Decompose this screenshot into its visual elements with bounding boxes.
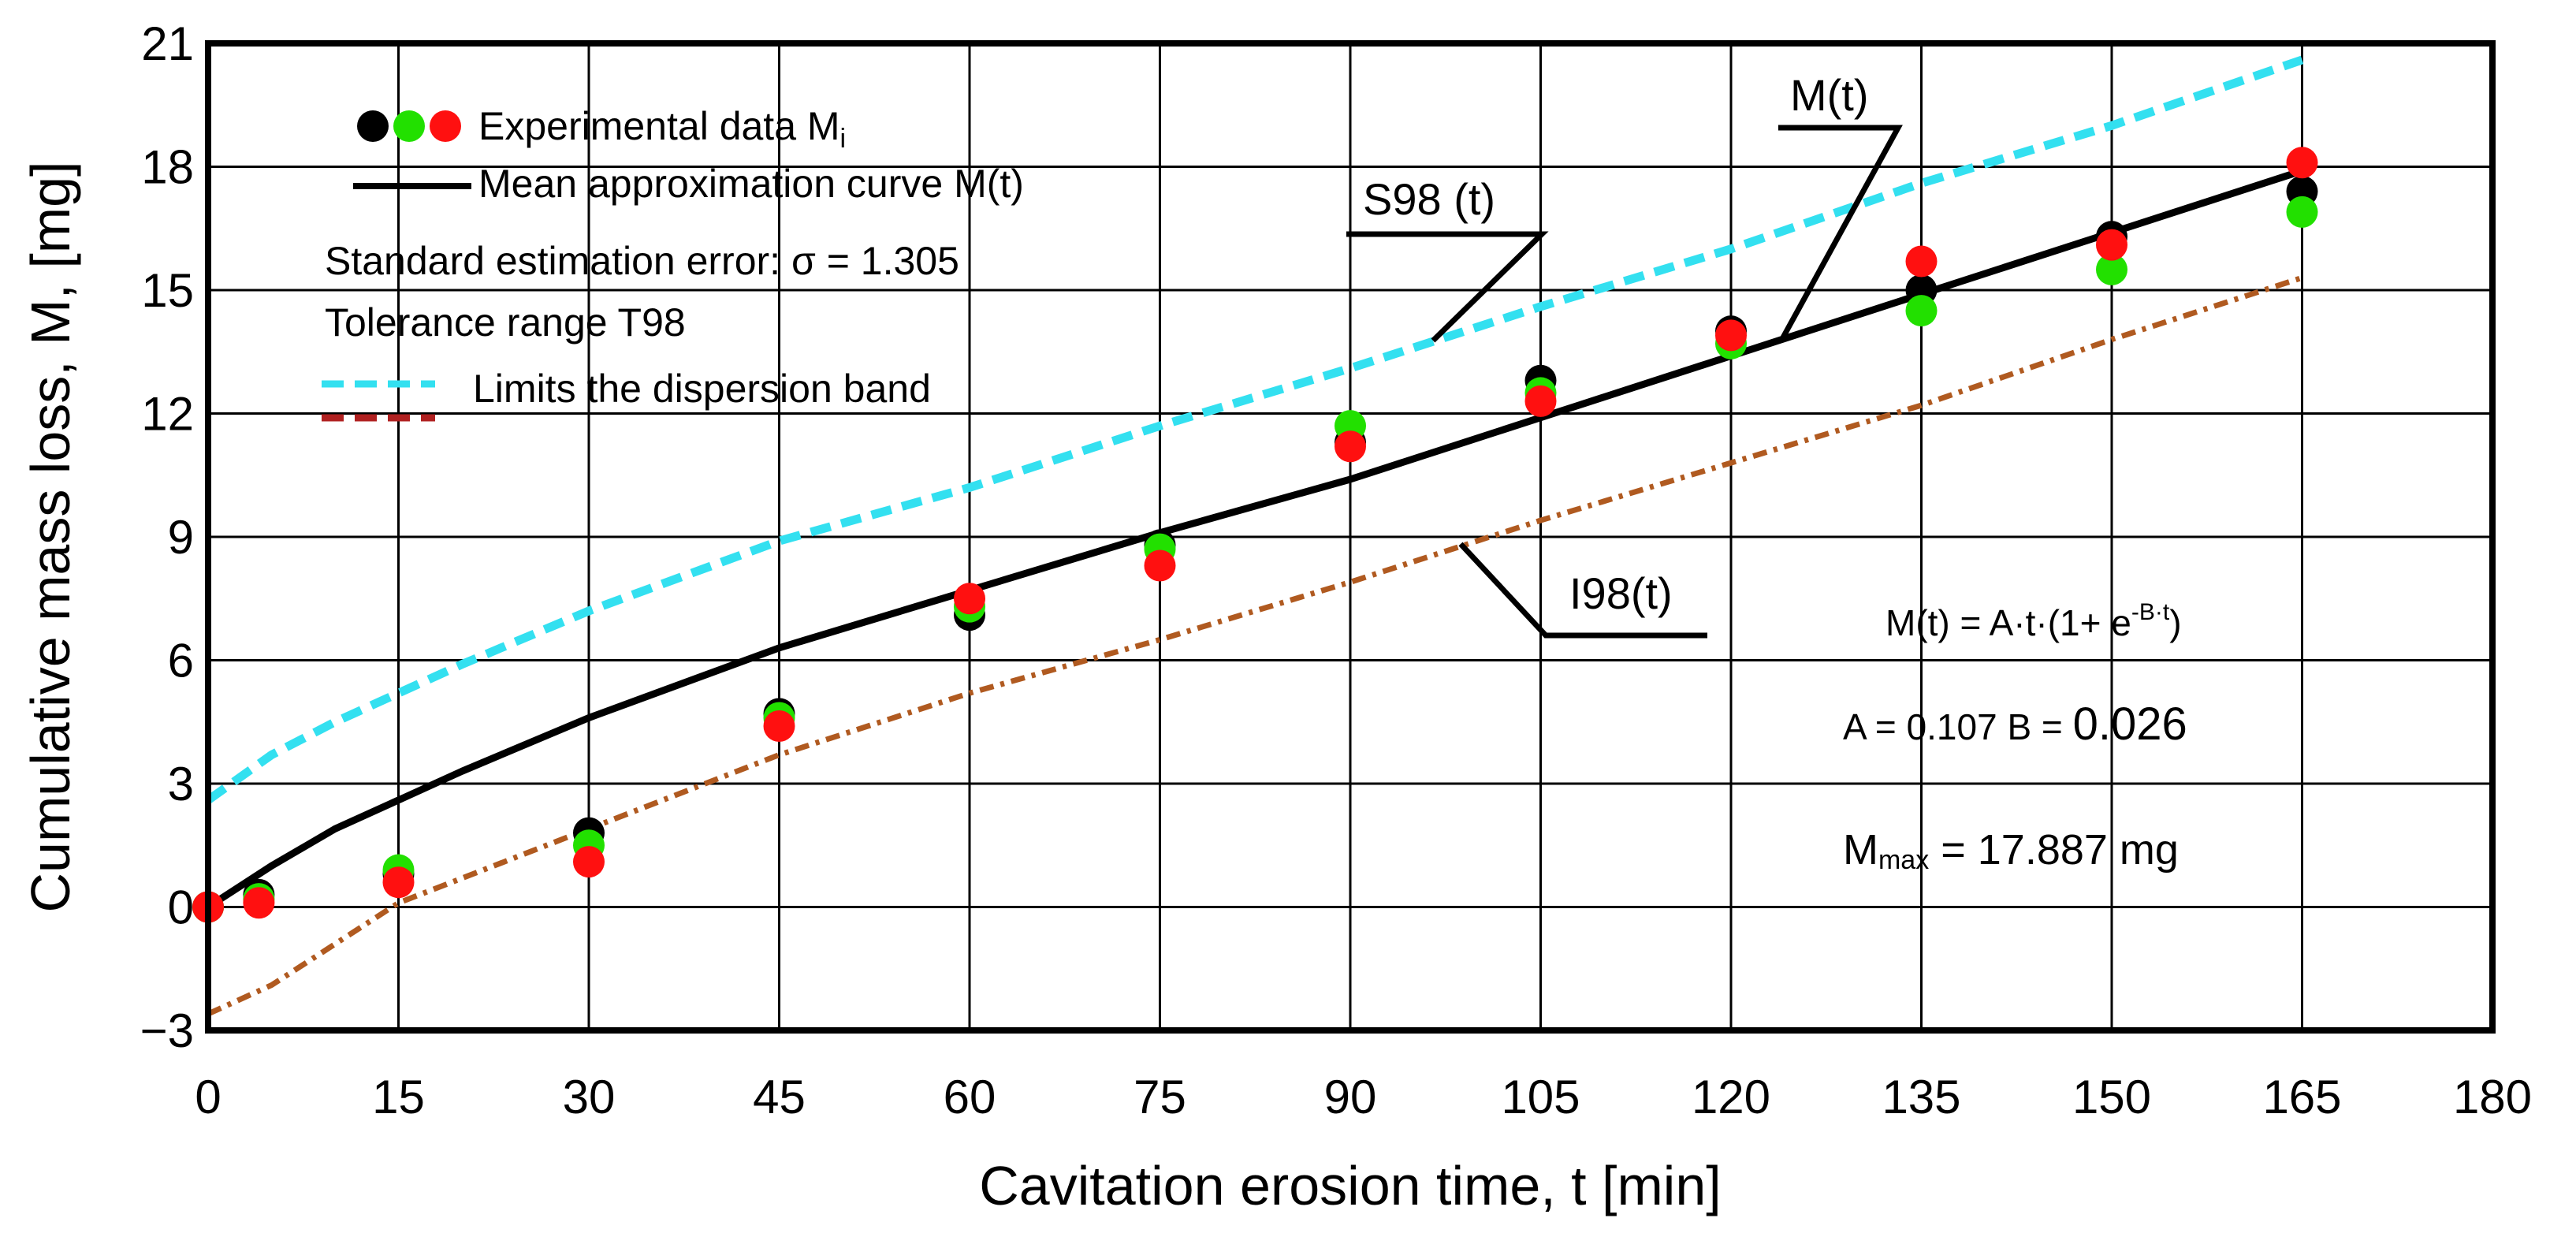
y-axis-title: Cumulative mass loss, M, [mg] (20, 162, 81, 913)
data-point-series-3 (763, 710, 795, 742)
y-tick-label: −3 (140, 1004, 194, 1057)
x-tick-label: 180 (2453, 1071, 2532, 1123)
y-tick-label: 15 (141, 264, 194, 317)
legend-error: Standard estimation error: σ = 1.305 (325, 239, 959, 283)
x-tick-label: 60 (944, 1071, 996, 1123)
legend-marker-black (357, 110, 389, 142)
x-tick-label: 75 (1134, 1071, 1186, 1123)
model-formula: M(t) = A·t·(1+ e-B·t) (1885, 599, 2182, 643)
i98-label: I98(t) (1569, 568, 1673, 618)
x-tick-label: 30 (563, 1071, 616, 1123)
experimental-points (192, 147, 2318, 923)
y-tick-label: 21 (141, 17, 194, 70)
y-tick-label: 6 (168, 635, 194, 687)
x-tick-label: 120 (1692, 1071, 1770, 1123)
s98-leader-line (1346, 231, 1549, 343)
legend-marker-green (393, 110, 425, 142)
data-point-series-2 (1905, 295, 1938, 327)
mt-label: M(t) (1790, 70, 1869, 120)
data-point-series-2 (2286, 196, 2318, 228)
upper-curve (205, 55, 2304, 804)
data-point-series-3 (954, 583, 985, 615)
data-point-series-3 (2286, 147, 2318, 179)
y-tick-label: 3 (168, 758, 194, 810)
x-tick-label: 165 (2262, 1071, 2341, 1123)
data-point-series-3 (2096, 229, 2127, 261)
x-tick-label: 15 (372, 1071, 425, 1123)
data-point-series-3 (1335, 430, 1366, 463)
tick-labels: 0 15 30 45 60 75 90 105 120 135 150 165 180−30369121… (140, 17, 2532, 1123)
data-point-series-3 (1715, 319, 1747, 352)
x-tick-label: 0 (195, 1071, 221, 1123)
data-point-series-3 (573, 846, 605, 878)
x-tick-label: 105 (1501, 1071, 1580, 1123)
x-tick-label: 45 (753, 1071, 806, 1123)
lower-curve (207, 274, 2303, 1017)
x-axis-title: Cavitation erosion time, t [min] (979, 1155, 1721, 1216)
x-tick-label: 90 (1324, 1071, 1377, 1123)
data-point-series-3 (1905, 245, 1938, 278)
mt-leader-line (1778, 125, 1903, 339)
legend-tolerance: Tolerance range T98 (325, 300, 686, 345)
legend: Experimental data Mi Mean approximation … (322, 104, 1024, 422)
y-tick-label: 0 (168, 881, 194, 934)
y-tick-label: 18 (141, 141, 194, 194)
data-point-series-3 (243, 887, 275, 919)
data-point-series-3 (382, 866, 415, 899)
data-point-series-3 (1144, 549, 1176, 582)
model-parameters: A = 0.107 B = 0.026 (1843, 698, 2187, 750)
data-point-series-2 (2096, 253, 2127, 285)
legend-mean: Mean approximation curve M(t) (478, 162, 1024, 206)
annotations: S98 (t) M(t) I98(t) M(t) = A·t·(1+ e-B·t… (1346, 70, 2187, 875)
y-tick-label: 12 (141, 388, 194, 441)
y-tick-label: 9 (168, 511, 194, 564)
legend-marker-red (430, 110, 461, 142)
i98-leader-line (1458, 542, 1707, 639)
legend-experimental: Experimental data Mi (478, 104, 846, 154)
x-tick-label: 135 (1882, 1071, 1960, 1123)
mmax-value: Mmax = 17.887 mg (1843, 826, 2179, 875)
plot-frame (205, 40, 2496, 1034)
legend-limits: Limits the dispersion band (473, 367, 931, 411)
x-tick-label: 150 (2072, 1071, 2151, 1123)
data-point-series-3 (1524, 385, 1557, 417)
s98-label: S98 (t) (1363, 174, 1495, 224)
